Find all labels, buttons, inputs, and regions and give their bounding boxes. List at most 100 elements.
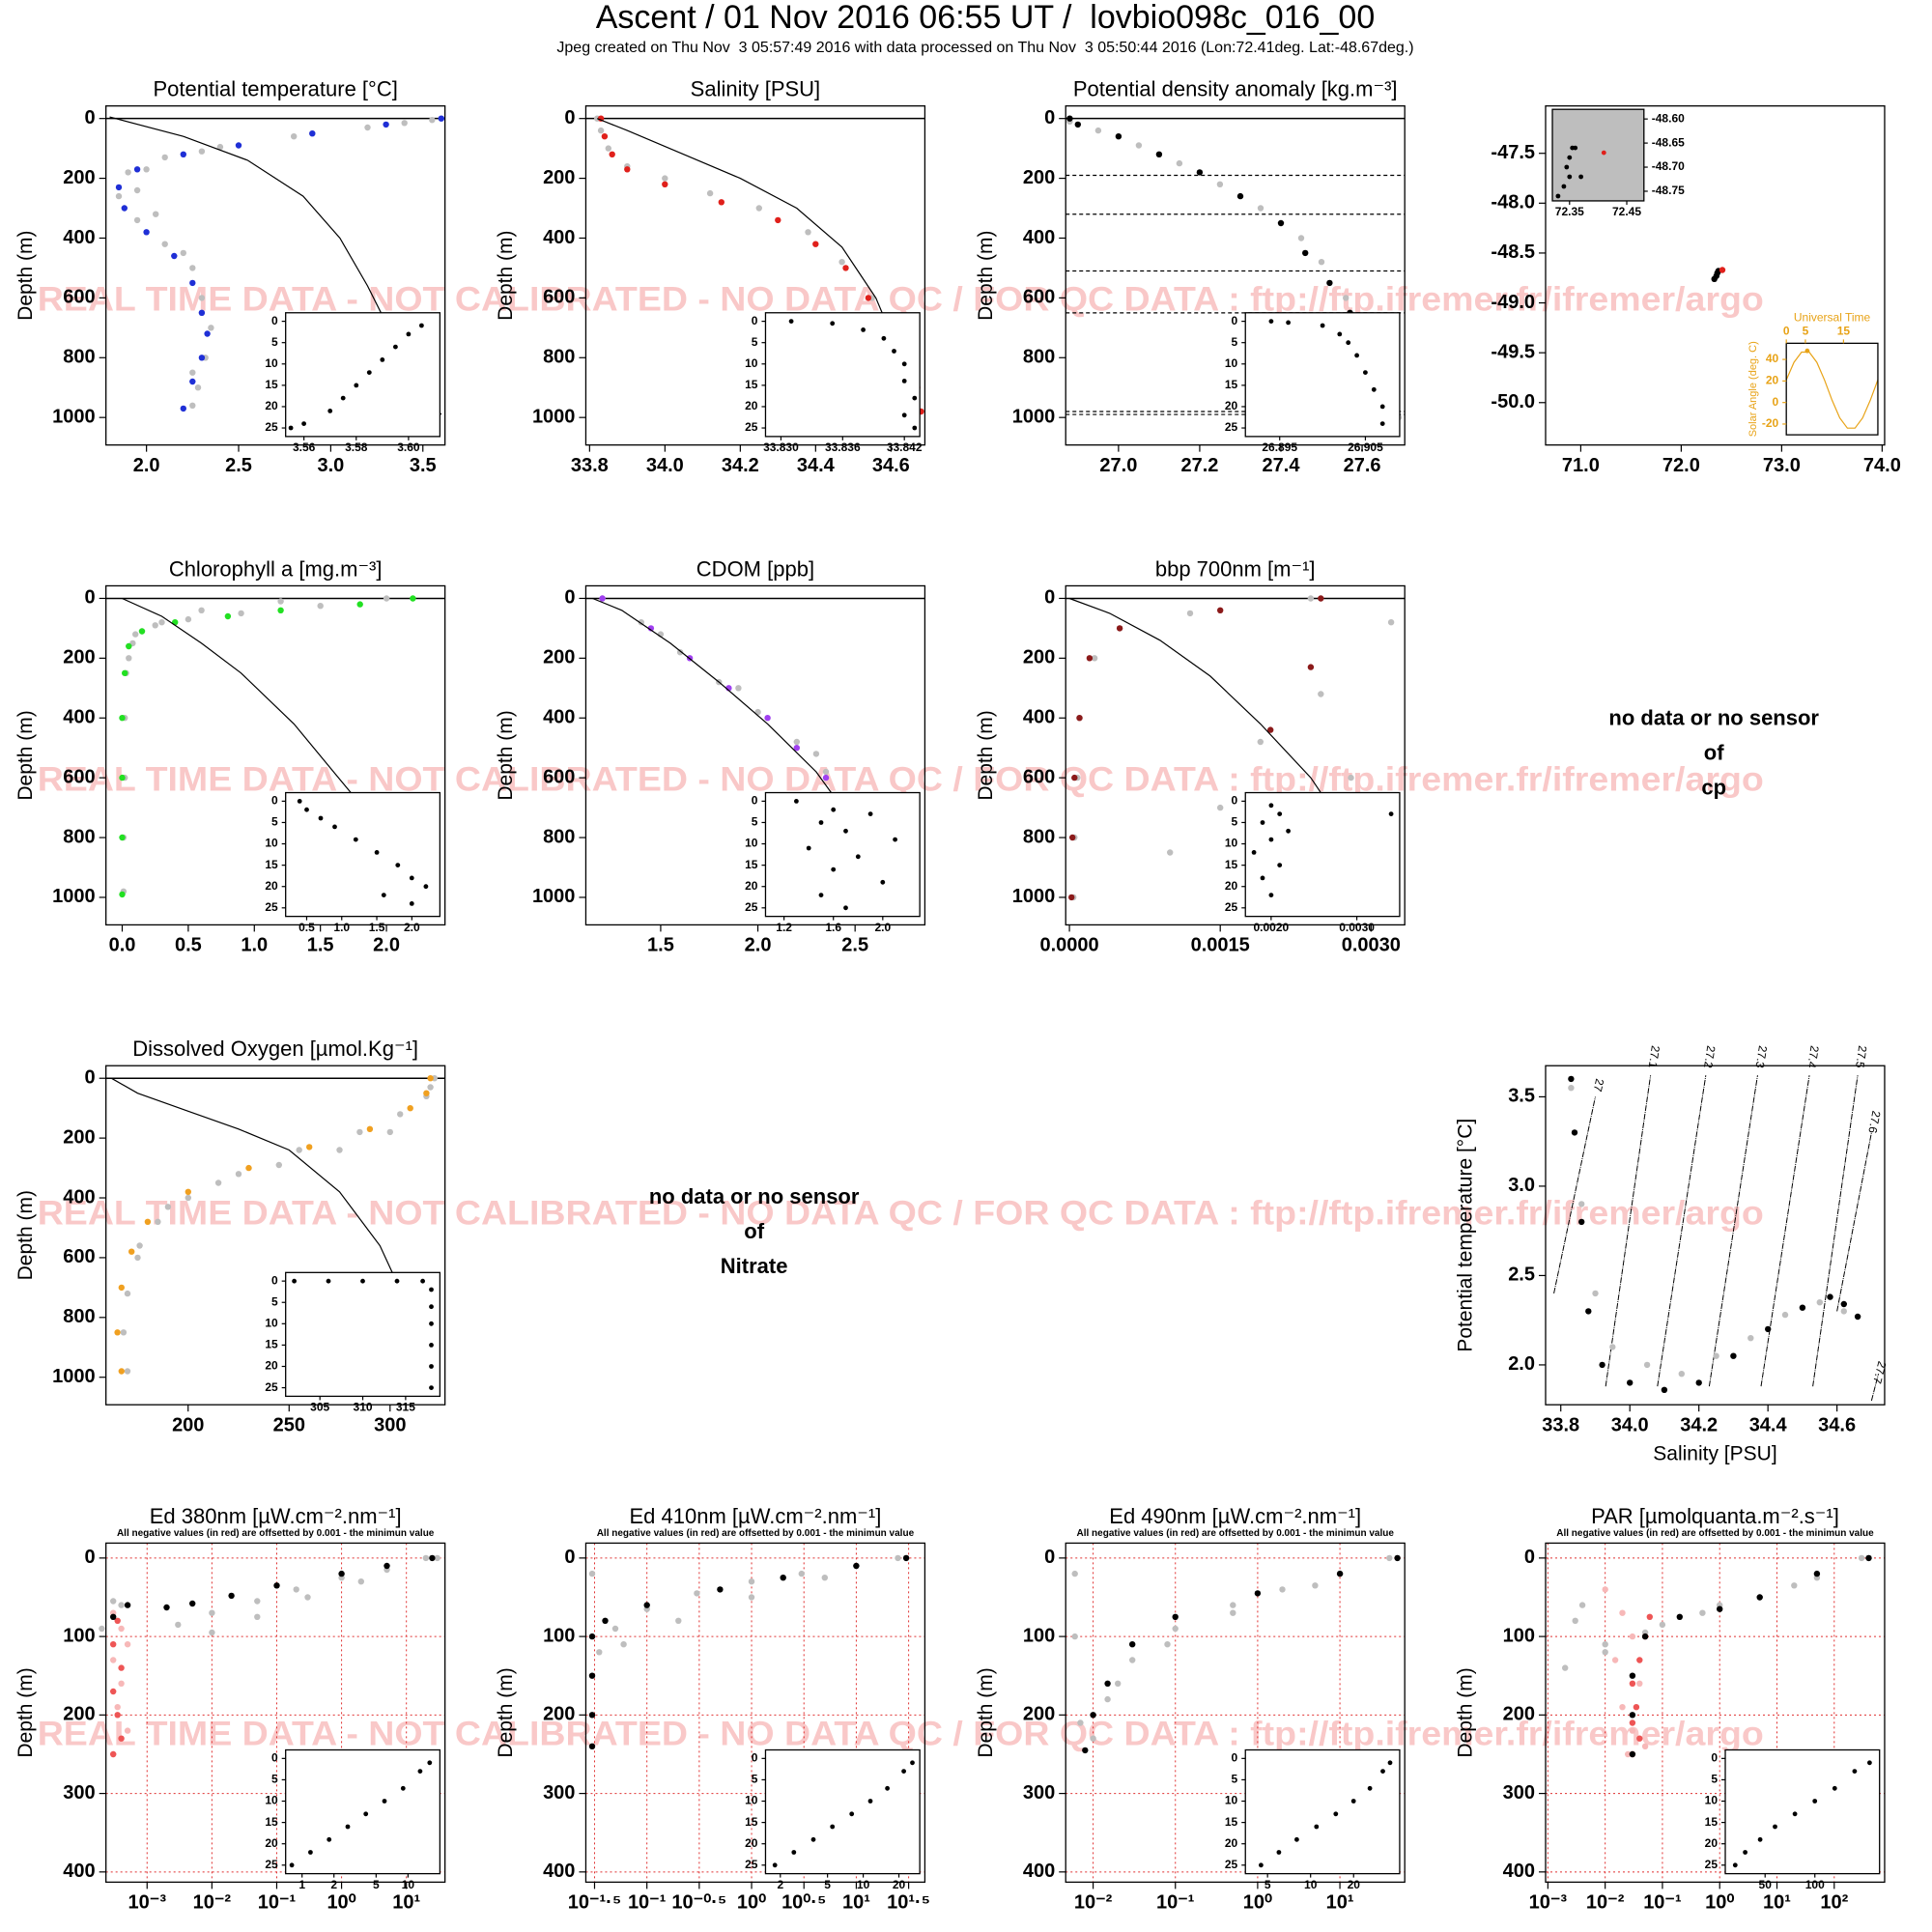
y-tick-label: 100 [1503, 1625, 1535, 1646]
data-point [821, 1575, 828, 1581]
data-point [1643, 1361, 1651, 1369]
data-point [775, 216, 781, 224]
data-point [1379, 421, 1385, 426]
data-point [144, 1218, 152, 1226]
x-tick-label: 10⁻¹ [1643, 1892, 1682, 1914]
data-point [1318, 691, 1324, 697]
data-point [153, 211, 159, 217]
data-point [293, 1586, 299, 1593]
y-tick-label: 1000 [52, 1366, 96, 1387]
data-point [1832, 1785, 1837, 1791]
x-tick-label: 5 [373, 1878, 380, 1891]
data-point [393, 344, 398, 350]
x-tick-label: 2 [330, 1878, 337, 1891]
data-point [327, 1836, 332, 1842]
data-point [1155, 151, 1163, 157]
x-tick-label: 3.60 [397, 440, 420, 454]
data-point [1387, 1760, 1393, 1766]
plot-frame [1244, 312, 1401, 438]
y-tick-label: 3.0 [1508, 1175, 1535, 1196]
data-point [1592, 1290, 1599, 1297]
x-tick-label: 0.0000 [1039, 935, 1098, 956]
x-tick-label: 3.5 [410, 455, 437, 476]
inset-background [1552, 109, 1644, 201]
x-tick-label: 34.2 [722, 455, 759, 476]
data-point [1363, 370, 1368, 375]
data-point [1307, 664, 1315, 670]
x-tick-label: 2.0 [373, 935, 400, 956]
data-point [867, 1799, 873, 1804]
y-axis-label: Depth (m) [14, 230, 37, 320]
x-tick-label: 0.5 [298, 921, 315, 934]
y-tick-label: 600 [63, 287, 95, 308]
panel-title: Ed 380nm [µW.cm⁻².nm⁻¹] [150, 1504, 402, 1528]
data-point [124, 1602, 131, 1608]
data-point [1619, 1609, 1626, 1616]
data-point [1602, 1586, 1608, 1593]
data-point [208, 325, 214, 331]
panel: 27.0 27.2 27.4 27.602004006008001000Potenti… [975, 76, 1406, 476]
data-point [1068, 894, 1075, 901]
y-tick-label: 20 [265, 1359, 278, 1373]
data-point [1277, 863, 1283, 867]
data-point [366, 370, 372, 375]
data-point [810, 1836, 816, 1842]
y-tick-label: 10 [265, 837, 278, 850]
data-point [317, 603, 324, 610]
data-point [422, 1554, 430, 1562]
x-tick-label: 10⁻² [193, 1892, 232, 1914]
data-point [397, 1111, 404, 1118]
data-point [1578, 1602, 1586, 1608]
y-tick-label: 1000 [1012, 886, 1056, 907]
data-point [1641, 1743, 1649, 1750]
plot-frame [764, 1748, 921, 1875]
data-point [1609, 1344, 1616, 1350]
data-point [423, 884, 429, 890]
data-point [180, 405, 186, 412]
isopycnal [1657, 1075, 1707, 1387]
data-point [1260, 875, 1265, 881]
data-point [1333, 1811, 1339, 1817]
x-tick-label: 100 [1805, 1878, 1825, 1891]
x-tick-label: 1.2 [776, 921, 792, 934]
y-tick-label: -48.5 [1491, 242, 1535, 263]
y-tick-label: 25 [1705, 1858, 1719, 1871]
x-axis-label: Salinity [PSU] [1653, 1443, 1776, 1465]
data-point [395, 863, 401, 867]
x-tick-label: 33.836 [825, 440, 861, 454]
plot-frame [105, 1065, 446, 1406]
y-tick-label: 15 [265, 378, 278, 391]
data-point [717, 1586, 724, 1593]
data-point [718, 199, 724, 206]
x-tick-label: 1.0 [241, 935, 268, 956]
data-point [831, 867, 837, 872]
data-point [1135, 142, 1143, 149]
x-tick-label: 2.5 [841, 935, 868, 956]
y-tick-label: 25 [265, 900, 278, 914]
y-tick-label: 100 [63, 1625, 95, 1646]
data-point [1867, 1760, 1872, 1766]
data-point [1646, 1613, 1654, 1621]
data-point [382, 1799, 387, 1804]
data-point [345, 1824, 351, 1830]
data-point [1619, 1704, 1626, 1711]
data-point [1348, 774, 1354, 781]
x-tick-label: 10⁻¹·⁵ [568, 1892, 622, 1914]
isopycnal [1553, 1096, 1596, 1294]
data-point [125, 169, 131, 176]
data-point [1307, 595, 1315, 602]
data-point [1854, 1313, 1861, 1321]
data-point [1765, 1325, 1772, 1333]
x-tick-label: 10⁻⁰·⁵ [671, 1892, 726, 1914]
data-point [1312, 1582, 1319, 1589]
y-tick-label: 0 [1044, 1547, 1055, 1568]
data-point [126, 642, 132, 650]
data-point [354, 383, 359, 388]
plot-frame [1724, 1748, 1881, 1875]
panel: 27 27.1 27.2 27.3 27.4 27.5 27.6 27.7 33.8 34.0 34… [1455, 1044, 1889, 1464]
plot-frame [285, 1748, 441, 1875]
inset: 72.35 72.45 -48.60 -48.65 -48.70 -48.75 [1551, 108, 1685, 218]
data-point [235, 1171, 242, 1178]
data-point [423, 1090, 430, 1096]
